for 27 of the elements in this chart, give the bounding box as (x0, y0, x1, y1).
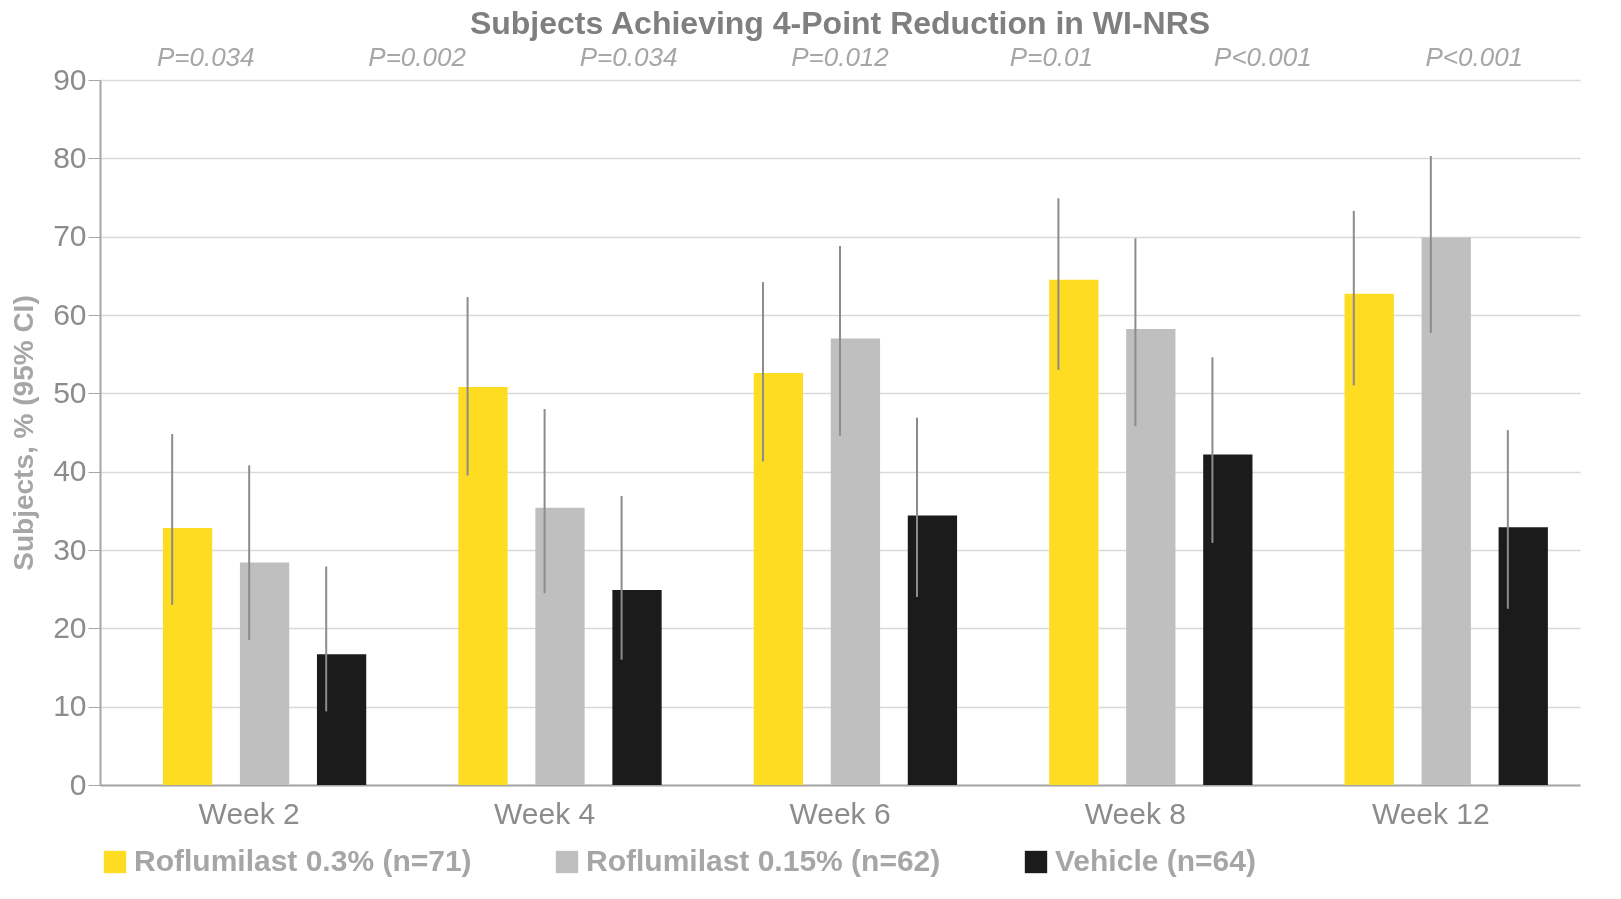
x-tick-label: Week 8 (1084, 796, 1186, 830)
text: P=0.034 (156, 42, 255, 72)
text: P<0.001 (1425, 42, 1524, 72)
text: P=0.002 (368, 42, 467, 72)
text: P<0.001 (1214, 42, 1312, 72)
y-tick-label: 0 (69, 767, 87, 801)
x-tick-label: Week 2 (198, 796, 300, 830)
y-tick-label: 50 (53, 375, 87, 409)
legend-label: Roflumilast 0.15% (n=62) (586, 844, 941, 877)
y-tick-label: 40 (53, 454, 87, 488)
legend-label: Roflumilast 0.3% (n=71) (134, 844, 472, 877)
chart-title: Subjects Achieving 4-Point Reduction in WI-NRS (469, 5, 1211, 41)
y-tick-label: 80 (53, 140, 87, 174)
y-tick-label: 60 (53, 297, 87, 331)
text: P=0.034 (579, 42, 678, 72)
x-tick-label: Week 6 (789, 796, 891, 830)
x-tick-label: Week 12 (1371, 796, 1490, 830)
text: P=0.012 (791, 42, 890, 72)
y-tick-label: 20 (53, 610, 87, 644)
y-tick-label: 70 (53, 219, 87, 253)
y-axis-title: Subjects, % (95% CI) (8, 295, 40, 571)
text: P=0.01 (1009, 42, 1093, 72)
y-tick-label: 30 (53, 532, 87, 566)
x-tick-label: Week 4 (494, 796, 596, 830)
y-tick-label: 10 (53, 689, 87, 723)
y-tick-label: 90 (53, 62, 87, 96)
legend-label: Vehicle (n=64) (1055, 844, 1256, 877)
